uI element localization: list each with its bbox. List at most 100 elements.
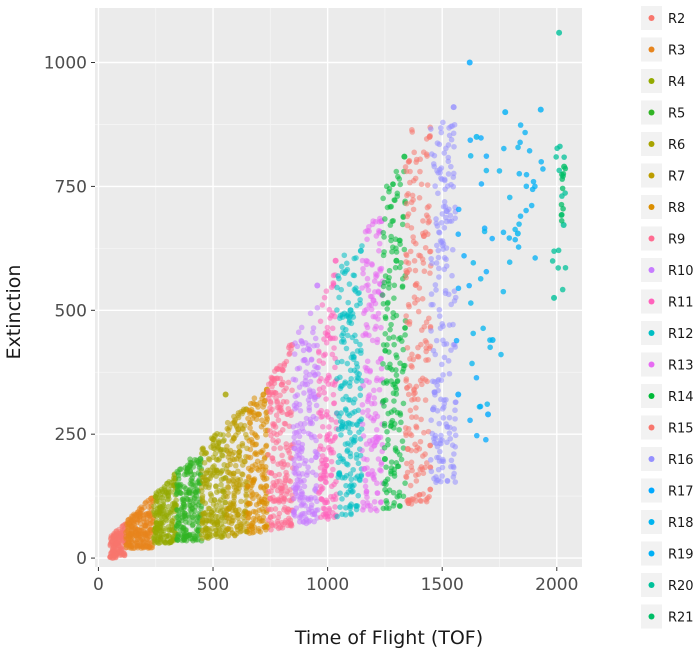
data-point <box>169 518 175 524</box>
data-point <box>378 324 384 331</box>
data-point <box>330 449 337 456</box>
data-point <box>444 478 451 484</box>
x-tick-label: 500 <box>197 575 229 595</box>
data-point <box>203 450 210 456</box>
data-point <box>337 490 343 496</box>
data-point <box>174 486 181 493</box>
data-point <box>247 425 253 431</box>
data-point <box>367 368 373 375</box>
data-point <box>455 285 462 292</box>
data-point <box>436 274 442 280</box>
data-point <box>361 456 367 462</box>
data-point <box>388 203 395 210</box>
data-point <box>187 480 194 487</box>
data-point <box>359 378 365 384</box>
data-point <box>391 295 397 301</box>
data-point <box>452 407 458 414</box>
data-point <box>380 283 387 290</box>
data-point <box>375 316 381 322</box>
data-point <box>314 342 320 349</box>
data-point <box>449 272 455 279</box>
data-point <box>332 504 338 510</box>
data-point <box>337 504 343 511</box>
data-point <box>314 282 321 289</box>
data-point <box>375 456 382 462</box>
data-point <box>485 411 492 418</box>
data-point <box>381 445 388 451</box>
legend-key-dot <box>648 15 655 21</box>
data-point <box>448 301 455 308</box>
data-point <box>296 518 303 525</box>
data-point <box>303 369 309 376</box>
legend-label: R13 <box>668 359 694 374</box>
data-point <box>397 181 404 188</box>
data-point <box>414 297 421 303</box>
data-point <box>348 476 355 483</box>
data-point <box>297 407 304 414</box>
data-point <box>206 482 213 488</box>
data-point <box>437 166 443 173</box>
data-point <box>243 493 250 499</box>
data-point <box>211 497 218 503</box>
data-point <box>483 153 490 159</box>
data-point <box>200 510 207 517</box>
data-point <box>357 247 364 254</box>
data-point <box>235 426 242 433</box>
data-point <box>368 400 375 407</box>
data-point <box>144 524 151 530</box>
legend: R2 R3 R4 R5 R6 R7 R8 R9 R10 R11 R12 R13 R14 R15 R16 R17… <box>641 6 694 629</box>
data-point <box>427 248 434 255</box>
data-point <box>467 137 474 143</box>
data-point <box>285 447 291 454</box>
data-point <box>446 430 453 436</box>
data-point <box>360 499 366 506</box>
data-point <box>451 143 457 150</box>
data-point <box>208 525 215 532</box>
data-point <box>291 445 297 451</box>
data-point <box>306 400 313 407</box>
data-point <box>360 409 366 415</box>
data-point <box>163 533 169 540</box>
data-point <box>271 445 277 452</box>
data-point <box>199 468 205 474</box>
data-point <box>254 434 260 441</box>
data-point <box>235 414 242 421</box>
data-point <box>359 421 366 428</box>
data-point <box>297 477 303 484</box>
data-point <box>248 489 255 495</box>
data-point <box>487 344 493 351</box>
data-point <box>178 527 184 534</box>
data-point <box>420 218 426 224</box>
data-point <box>417 438 424 445</box>
legend-key-dot <box>648 582 655 588</box>
data-point <box>156 508 163 515</box>
data-point <box>291 434 298 441</box>
data-point <box>538 158 545 165</box>
data-point <box>124 519 131 526</box>
data-point <box>523 183 530 190</box>
data-point <box>385 277 391 284</box>
data-point <box>151 539 158 546</box>
data-point <box>329 351 336 358</box>
data-point <box>517 139 523 146</box>
data-point <box>323 456 330 463</box>
data-point <box>318 414 325 420</box>
legend-label: R5 <box>668 107 685 122</box>
data-point <box>179 509 186 515</box>
data-point <box>314 498 320 505</box>
data-point <box>390 181 396 187</box>
data-point <box>407 497 413 504</box>
data-point <box>330 391 337 398</box>
data-point <box>312 335 319 342</box>
data-point <box>370 297 377 304</box>
data-point <box>386 285 392 291</box>
data-point <box>403 313 409 319</box>
data-point <box>339 325 346 331</box>
data-point <box>403 268 409 274</box>
data-point <box>310 325 317 331</box>
data-point <box>466 282 472 289</box>
data-point <box>279 427 286 433</box>
data-point <box>224 462 231 469</box>
data-point <box>235 511 242 518</box>
data-point <box>263 431 269 438</box>
